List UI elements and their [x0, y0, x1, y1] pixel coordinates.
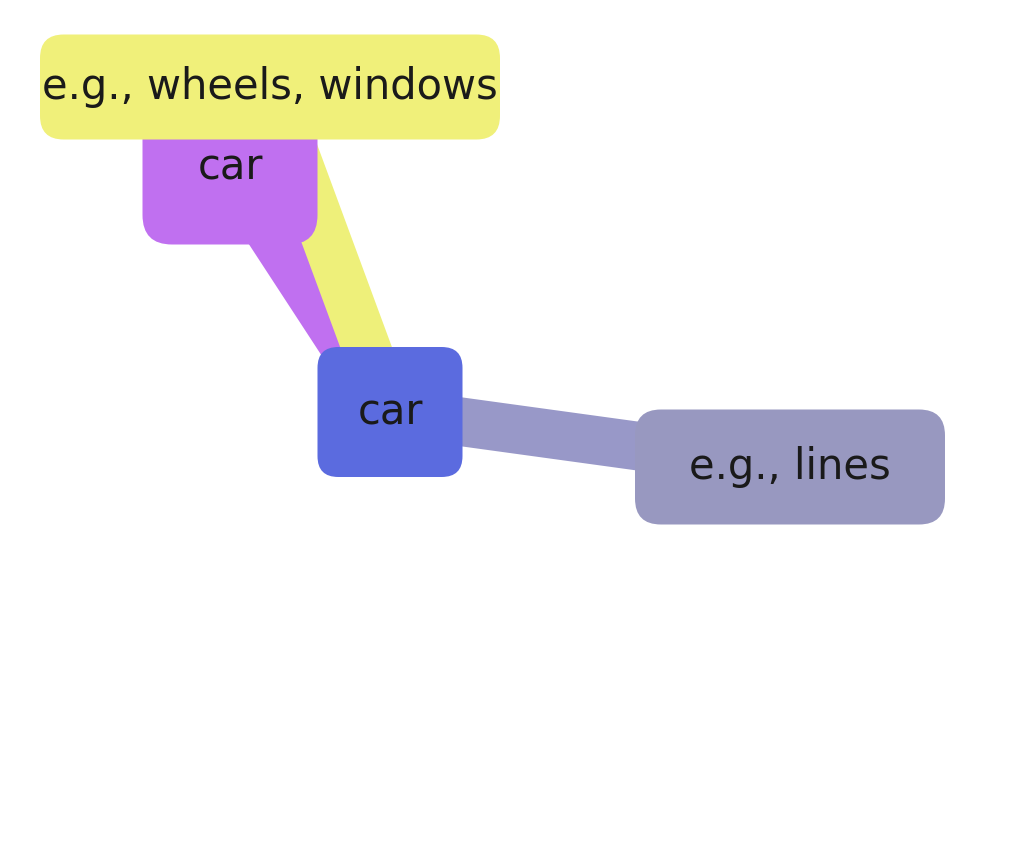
FancyBboxPatch shape	[317, 347, 463, 477]
FancyBboxPatch shape	[635, 409, 945, 524]
Text: car: car	[198, 146, 263, 188]
FancyBboxPatch shape	[142, 90, 317, 245]
Text: e.g., wheels, windows: e.g., wheels, windows	[42, 66, 498, 108]
Text: car: car	[357, 391, 423, 433]
Text: e.g., lines: e.g., lines	[689, 446, 891, 488]
FancyBboxPatch shape	[40, 35, 500, 140]
